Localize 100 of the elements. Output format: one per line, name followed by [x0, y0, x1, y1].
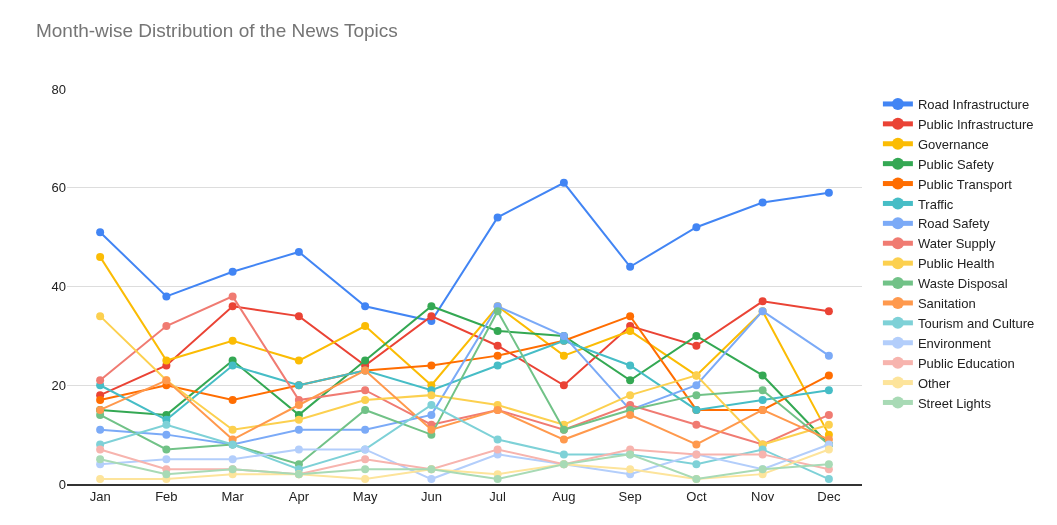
- point: [96, 228, 105, 237]
- point: [692, 331, 701, 340]
- point: [692, 440, 701, 449]
- point: [361, 455, 370, 464]
- point: [824, 475, 833, 484]
- point: [824, 188, 833, 197]
- x-tick-label: Jun: [420, 489, 442, 505]
- point: [228, 336, 237, 345]
- point: [294, 356, 303, 365]
- point: [96, 425, 105, 434]
- point: [758, 297, 767, 306]
- point: [162, 356, 171, 365]
- point: [361, 302, 370, 311]
- point: [162, 445, 171, 454]
- point: [493, 341, 502, 350]
- legend-label: Public Infrastructure: [917, 116, 1034, 132]
- point: [824, 410, 833, 419]
- point: [758, 450, 767, 459]
- y-tick-label: 0: [58, 476, 66, 492]
- legend-label: Waste Disposal: [917, 276, 1008, 292]
- point: [294, 415, 303, 424]
- point: [692, 223, 701, 232]
- point: [758, 371, 767, 380]
- x-tick-label: Dec: [817, 489, 841, 505]
- x-tick-label: Apr: [288, 489, 310, 505]
- point: [824, 351, 833, 360]
- point: [427, 361, 436, 370]
- point: [427, 475, 436, 484]
- point: [162, 322, 171, 330]
- legend-label: Street Lights: [917, 395, 992, 411]
- point: [692, 420, 701, 429]
- chart-title: Month-wise Distribution of the News Topics: [35, 19, 398, 41]
- point: [228, 455, 237, 464]
- legend-label: Public Education: [917, 355, 1015, 371]
- point: [758, 198, 767, 207]
- point: [294, 425, 303, 434]
- legend-label: Public Safety: [917, 156, 995, 172]
- point: [493, 435, 502, 444]
- point: [162, 455, 171, 464]
- x-tick-label: Oct: [686, 489, 707, 505]
- point: [427, 401, 436, 409]
- point: [559, 178, 568, 187]
- y-tick-label: 20: [51, 377, 66, 393]
- point: [692, 391, 701, 400]
- x-tick-label: Jan: [89, 489, 111, 505]
- point: [427, 410, 436, 419]
- point: [493, 307, 502, 316]
- point: [824, 445, 833, 454]
- point: [626, 376, 635, 385]
- point: [824, 307, 833, 316]
- x-tick-label: Nov: [751, 489, 775, 505]
- point: [162, 420, 171, 429]
- point: [228, 396, 237, 405]
- point: [559, 351, 568, 360]
- point: [493, 361, 502, 370]
- point: [228, 267, 237, 276]
- point: [294, 445, 303, 454]
- legend-label: Other: [917, 375, 952, 391]
- point: [824, 371, 833, 380]
- legend-label: Public Health: [917, 256, 995, 272]
- point: [493, 213, 502, 222]
- point: [361, 405, 370, 414]
- point: [758, 396, 767, 405]
- x-tick-label: Feb: [155, 489, 178, 505]
- point: [626, 410, 635, 419]
- point: [96, 252, 105, 261]
- point: [626, 465, 635, 474]
- point: [824, 420, 833, 429]
- point: [559, 381, 568, 390]
- point: [96, 475, 105, 484]
- point: [361, 465, 370, 474]
- point: [427, 425, 436, 434]
- point: [162, 430, 171, 439]
- point: [692, 341, 701, 350]
- point: [228, 425, 237, 434]
- y-tick-label: 40: [51, 279, 66, 295]
- legend-label: Road Infrastructure: [917, 97, 1030, 113]
- point: [294, 312, 303, 321]
- point: [626, 312, 635, 321]
- legend-label: Water Supply: [917, 236, 996, 252]
- x-tick-label: May: [352, 489, 378, 505]
- point: [559, 435, 568, 444]
- point: [427, 302, 436, 311]
- point: [96, 376, 105, 385]
- point: [294, 401, 303, 409]
- point: [162, 470, 171, 479]
- point: [162, 292, 171, 301]
- point: [626, 361, 635, 370]
- point: [361, 475, 370, 484]
- point: [228, 292, 237, 301]
- point: [96, 396, 105, 405]
- point: [427, 391, 436, 400]
- point: [758, 386, 767, 395]
- y-tick-label: 60: [51, 180, 66, 196]
- point: [824, 460, 833, 469]
- point: [427, 312, 436, 321]
- point: [96, 445, 105, 454]
- point: [692, 381, 701, 390]
- point: [493, 351, 502, 360]
- point: [361, 356, 370, 365]
